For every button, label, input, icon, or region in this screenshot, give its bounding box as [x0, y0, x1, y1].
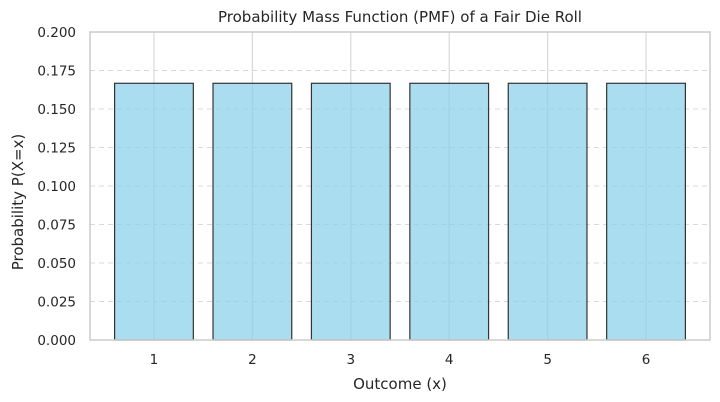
bar-outcome-1 — [114, 82, 194, 341]
y-tick-label: 0.150 — [37, 102, 76, 118]
y-tick-label: 0.125 — [37, 141, 76, 157]
y-tick-label: 0.075 — [37, 218, 76, 234]
y-axis-label: Probability P(X=x) — [9, 134, 27, 271]
x-tick-label: 5 — [543, 352, 552, 368]
x-axis-label: Outcome (x) — [353, 375, 447, 393]
chart-title: Probability Mass Function (PMF) of a Fai… — [218, 8, 582, 26]
y-tick-label: 0.100 — [37, 179, 76, 195]
bar-outcome-2 — [212, 82, 293, 341]
bar-outcome-3 — [310, 82, 391, 341]
bar-outcome-6 — [606, 82, 686, 341]
bar-outcome-4 — [409, 82, 490, 341]
x-tick-label: 6 — [642, 352, 651, 368]
y-axis-ticks: 0.000 0.025 0.050 0.075 0.100 0.125 0.150 0.175… — [37, 25, 76, 349]
y-tick-label: 0.050 — [37, 256, 76, 272]
y-tick-label: 0.175 — [37, 64, 76, 80]
x-tick-label: 3 — [346, 352, 355, 368]
y-tick-label: 0.200 — [37, 25, 76, 41]
axes-frame — [89, 31, 711, 341]
x-tick-label: 4 — [445, 352, 454, 368]
x-tick-label: 2 — [248, 352, 257, 368]
bars — [114, 82, 686, 341]
bar-outcome-5 — [507, 82, 588, 341]
y-tick-label: 0.025 — [37, 295, 76, 311]
y-tick-label: 0.000 — [37, 333, 76, 349]
x-tick-label: 1 — [150, 352, 159, 368]
x-axis-ticks: 1 2 3 4 5 6 — [150, 352, 651, 368]
